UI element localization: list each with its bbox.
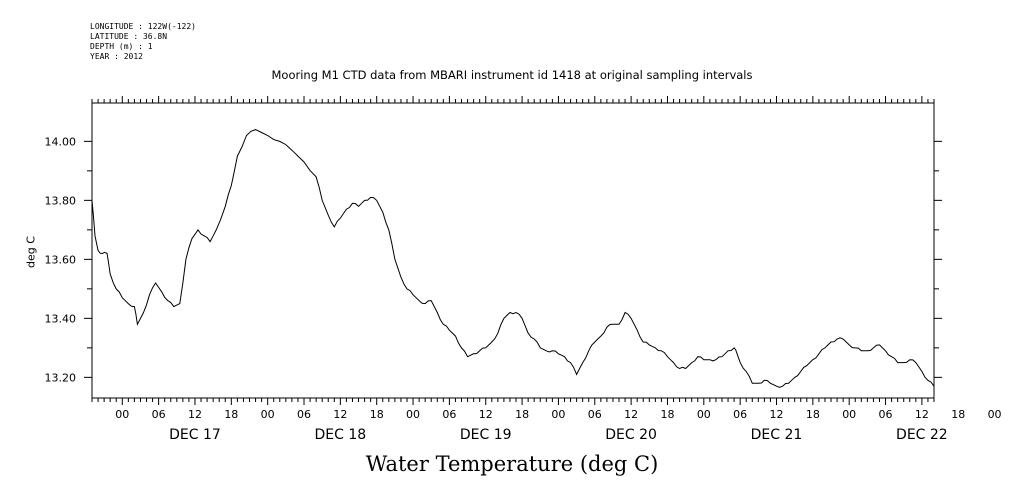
x-tick-label: 12	[479, 408, 493, 421]
year-text: YEAR : 2012	[90, 52, 143, 61]
temperature-line	[91, 129, 935, 388]
y-axis-label: deg C	[24, 236, 38, 268]
x-day-label: DEC 19	[460, 427, 512, 443]
x-day-label: DEC 22	[896, 427, 948, 443]
x-axis-title: Water Temperature (deg C)	[365, 452, 659, 476]
x-tick-label: 00	[406, 408, 420, 421]
x-tick-label: 06	[297, 408, 311, 421]
y-tick-label: 13.20	[45, 371, 77, 384]
y-tick-label: 13.60	[45, 253, 77, 266]
metadata-block: LONGITUDE : 122W(-122) LATITUDE : 36.8N …	[90, 22, 196, 62]
x-tick-label: 06	[152, 408, 166, 421]
x-tick-label: 18	[224, 408, 238, 421]
x-day-label: DEC 17	[169, 427, 221, 443]
x-tick-label: 00	[261, 408, 275, 421]
longitude-text: LONGITUDE : 122W(-122)	[90, 22, 196, 31]
depth-text: DEPTH (m) : 1	[90, 42, 153, 51]
x-tick-label: 18	[515, 408, 529, 421]
x-day-label: DEC 18	[315, 427, 367, 443]
chart-title: Mooring M1 CTD data from MBARI instrumen…	[271, 68, 753, 82]
y-tick-label: 13.40	[45, 312, 77, 325]
x-tick-label: 12	[915, 408, 929, 421]
x-tick-label: 00	[842, 408, 856, 421]
x-tick-label: 18	[951, 408, 965, 421]
x-tick-label: 00	[988, 408, 1002, 421]
x-tick-label: 12	[188, 408, 202, 421]
latitude-text: LATITUDE : 36.8N	[90, 32, 168, 41]
x-tick-label: 18	[370, 408, 384, 421]
x-tick-label: 12	[624, 408, 638, 421]
x-tick-label: 00	[551, 408, 565, 421]
x-tick-label: 12	[770, 408, 784, 421]
x-tick-label: 06	[879, 408, 893, 421]
series-layer	[91, 129, 935, 388]
x-tick-label: 06	[733, 408, 747, 421]
x-tick-label: 00	[115, 408, 129, 421]
x-tick-label: 06	[588, 408, 602, 421]
y-tick-label: 13.80	[45, 194, 77, 207]
x-tick-label: 06	[442, 408, 456, 421]
x-tick-label: 18	[660, 408, 674, 421]
x-day-label: DEC 21	[751, 427, 803, 443]
plot-axes: 00 06 12 18 00 06 12 18 00 06 12 18 00 06 12 18 00 06 12 18…	[45, 96, 1002, 443]
x-day-label: DEC 20	[605, 427, 657, 443]
x-tick-label: 18	[806, 408, 820, 421]
x-tick-label: 00	[697, 408, 711, 421]
x-tick-label: 12	[333, 408, 347, 421]
plot-frame	[91, 102, 935, 399]
y-tick-label: 14.00	[45, 135, 77, 148]
